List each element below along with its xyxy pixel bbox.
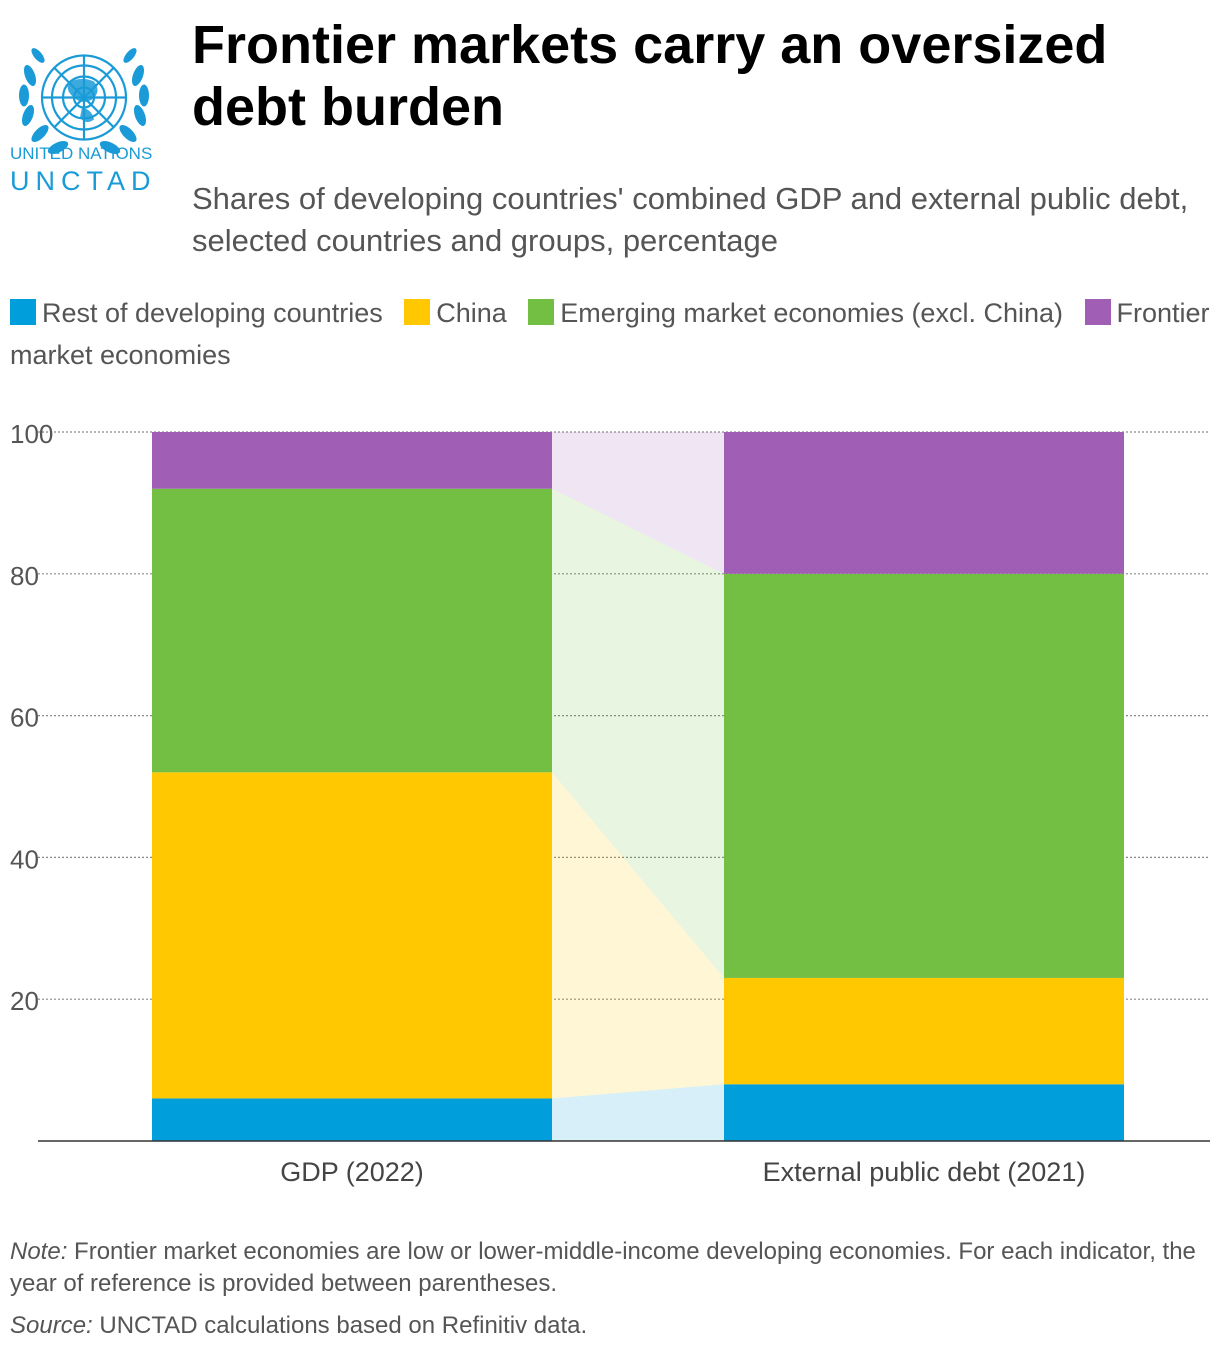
flow-connector: [552, 432, 724, 574]
legend-item-frontier: Frontier market economies: [10, 298, 1210, 370]
legend-swatch: [528, 299, 555, 325]
footer-source: Source: UNCTAD calculations based on Ref…: [10, 1310, 1210, 1342]
x-tick-label: GDP (2022): [280, 1157, 424, 1187]
y-tick-label: 60: [10, 703, 39, 733]
bar-segment: [724, 573, 1124, 978]
footer-note: Note: Frontier market economies are low …: [10, 1236, 1210, 1300]
note-label: Note:: [10, 1238, 68, 1265]
source-text: UNCTAD calculations based on Refinitiv d…: [92, 1312, 588, 1339]
legend-item-rest: Rest of developing countries: [10, 298, 383, 328]
bar-segment: [152, 488, 552, 773]
legend-label: China: [436, 298, 507, 328]
note-text: Frontier market economies are low or low…: [10, 1238, 1196, 1297]
y-tick-label: 80: [10, 561, 39, 591]
y-tick-label: 100: [10, 419, 53, 449]
source-label: Source:: [10, 1312, 93, 1339]
chart-title: Frontier markets carry an oversized debt…: [192, 15, 1108, 137]
un-emblem-logo: [19, 48, 149, 154]
stacked-bar-chart: 20 40 60 80 100 GDP (2022) External public deb…: [10, 419, 1210, 1187]
legend-label: Emerging market economies (excl. China): [560, 298, 1063, 328]
bar-segment: [724, 977, 1124, 1085]
logo-unctad-text: UNCTAD: [10, 166, 157, 196]
bar-segment: [152, 1098, 552, 1141]
legend-item-emerging: Emerging market economies (excl. China): [528, 298, 1063, 328]
y-tick-label: 40: [10, 844, 39, 874]
logo-united-nations-text: UNITED NATIONS: [10, 144, 153, 163]
chart-subtitle: Shares of developing countries' combined…: [192, 181, 1189, 258]
bar-segment: [152, 432, 552, 489]
x-tick-label: External public debt (2021): [763, 1157, 1086, 1187]
legend-label: Rest of developing countries: [42, 298, 383, 328]
legend-label: Frontier market economies: [10, 298, 1210, 370]
legend-swatch: [404, 299, 431, 325]
flow-connector: [552, 488, 724, 978]
legend: Rest of developing countries China Emerg…: [10, 292, 1210, 376]
bar-segment: [724, 1084, 1124, 1141]
legend-swatch: [1084, 299, 1111, 325]
y-tick-label: 20: [10, 986, 39, 1016]
flow-connector: [552, 772, 724, 1099]
legend-swatch: [10, 299, 36, 325]
legend-item-china: China: [404, 298, 507, 328]
flow-connector: [552, 1084, 724, 1141]
bar-segment: [724, 432, 1124, 574]
bar-segment: [152, 772, 552, 1099]
